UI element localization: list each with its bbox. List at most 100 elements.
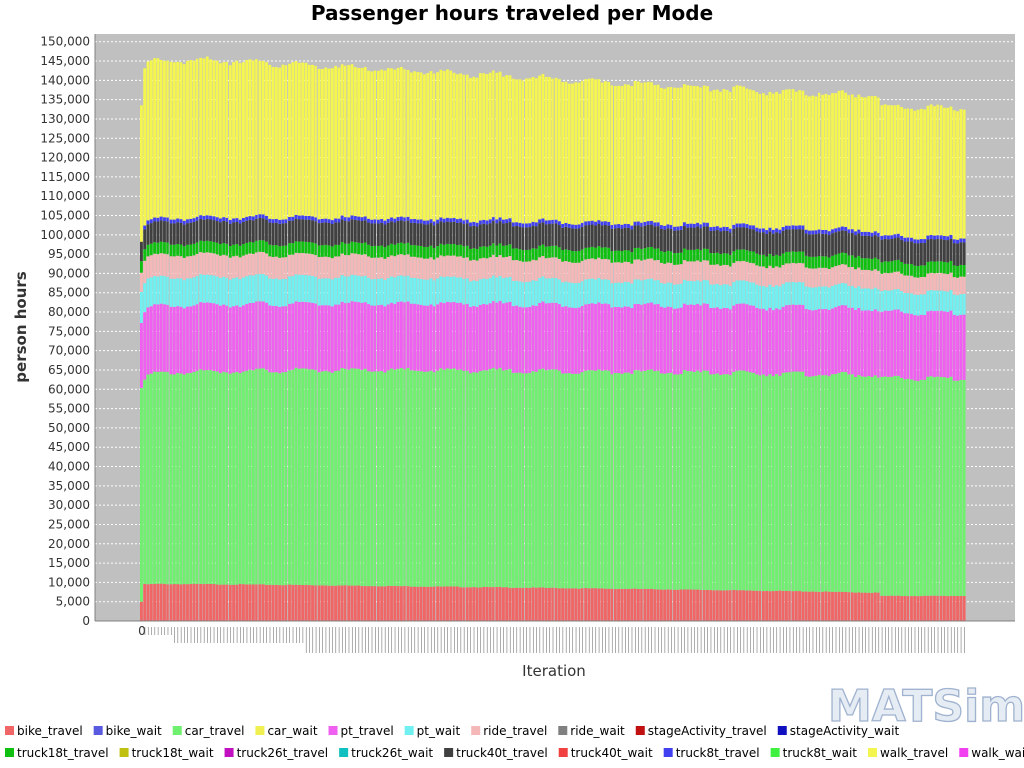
bar-segment bbox=[781, 264, 785, 284]
bar-segment bbox=[692, 304, 696, 372]
bar-segment bbox=[850, 255, 854, 267]
bar-segment bbox=[933, 261, 936, 274]
bar-segment bbox=[604, 81, 607, 222]
y-tick-label: 90,000 bbox=[48, 266, 90, 280]
bar-segment bbox=[594, 79, 597, 222]
bar-segment bbox=[962, 265, 966, 277]
bar-segment bbox=[478, 258, 482, 280]
bar-segment bbox=[176, 222, 180, 245]
bar-segment bbox=[307, 64, 311, 216]
bar-segment bbox=[561, 373, 565, 589]
bar-segment bbox=[650, 220, 653, 225]
bar-segment bbox=[478, 246, 482, 259]
bar-segment bbox=[834, 266, 838, 285]
bar-segment bbox=[485, 258, 489, 280]
bar-segment bbox=[482, 73, 486, 220]
bar-segment bbox=[814, 287, 818, 310]
bar-segment bbox=[952, 380, 956, 596]
bar-segment bbox=[353, 242, 357, 254]
bar-segment bbox=[215, 60, 219, 218]
bar-segment bbox=[610, 262, 613, 284]
bar-segment bbox=[176, 255, 180, 279]
bar-segment bbox=[452, 221, 456, 244]
bar-segment bbox=[202, 252, 206, 275]
bar-segment bbox=[498, 71, 502, 218]
bar-segment bbox=[163, 253, 166, 277]
bar-segment bbox=[488, 587, 492, 621]
bar-segment bbox=[518, 249, 522, 261]
bar-segment bbox=[738, 261, 742, 281]
bar-segment bbox=[357, 216, 361, 221]
bar-segment bbox=[416, 219, 420, 224]
bar-segment bbox=[429, 71, 433, 220]
bar-segment bbox=[271, 67, 275, 220]
bar-segment bbox=[304, 215, 308, 220]
bar-segment bbox=[311, 220, 314, 243]
bar-segment bbox=[179, 244, 183, 257]
bar-segment bbox=[442, 586, 446, 621]
bar-segment bbox=[146, 256, 150, 279]
legend-swatch bbox=[558, 726, 568, 735]
bar-segment bbox=[274, 222, 278, 246]
bar-segment bbox=[653, 371, 657, 590]
bar-segment bbox=[574, 228, 578, 252]
bar-segment bbox=[291, 369, 295, 585]
bar-segment bbox=[390, 255, 393, 277]
y-tick-label: 15,000 bbox=[48, 556, 90, 570]
bar-segment bbox=[390, 586, 393, 621]
bar-segment bbox=[939, 310, 943, 377]
bar-segment bbox=[492, 367, 495, 588]
bar-segment bbox=[284, 585, 288, 621]
bar-segment bbox=[176, 373, 180, 585]
bar-segment bbox=[748, 262, 752, 283]
bar-segment bbox=[327, 245, 331, 258]
bar-segment bbox=[538, 75, 542, 220]
bar-segment bbox=[798, 281, 802, 305]
bar-segment bbox=[768, 265, 772, 285]
bar-segment bbox=[215, 584, 219, 621]
y-tick-label: 25,000 bbox=[48, 517, 90, 531]
bar-segment bbox=[192, 60, 196, 219]
bar-segment bbox=[202, 219, 206, 242]
bar-segment bbox=[232, 372, 235, 585]
bar-segment bbox=[936, 104, 939, 236]
bar-segment bbox=[370, 371, 374, 587]
y-tick-label: 125,000 bbox=[40, 131, 90, 145]
bar-segment bbox=[396, 254, 400, 276]
bar-segment bbox=[752, 229, 755, 252]
bar-segment bbox=[363, 216, 367, 221]
bar-segment bbox=[854, 309, 857, 378]
bar-segment bbox=[633, 221, 637, 226]
bar-segment bbox=[666, 87, 670, 225]
bar-segment bbox=[350, 585, 354, 621]
bar-segment bbox=[156, 371, 160, 584]
bar-segment bbox=[541, 222, 545, 245]
bar-segment bbox=[916, 381, 920, 597]
bar-segment bbox=[179, 306, 183, 374]
bar-segment bbox=[936, 595, 939, 621]
legend-entry: car_wait bbox=[267, 724, 317, 738]
bar-segment bbox=[373, 223, 377, 246]
bar-segment bbox=[923, 242, 927, 266]
bar-segment bbox=[557, 247, 561, 259]
bar-segment bbox=[765, 376, 769, 591]
bar-segment bbox=[439, 255, 443, 277]
bar-segment bbox=[613, 589, 617, 621]
bar-segment bbox=[817, 374, 821, 592]
bar-segment bbox=[702, 85, 706, 223]
bar-segment bbox=[169, 584, 173, 621]
y-tick-label: 10,000 bbox=[48, 575, 90, 589]
bar-segment bbox=[748, 372, 752, 591]
legend-entry: bike_travel bbox=[17, 724, 83, 738]
bar-segment bbox=[409, 219, 413, 223]
bar-segment bbox=[887, 290, 890, 311]
legend-swatch bbox=[5, 748, 14, 757]
bar-segment bbox=[432, 586, 436, 621]
bar-segment bbox=[258, 251, 262, 274]
bar-segment bbox=[653, 85, 657, 223]
bar-segment bbox=[706, 222, 709, 227]
bar-segment bbox=[939, 290, 943, 311]
bar-segment bbox=[725, 590, 729, 621]
bar-segment bbox=[423, 305, 426, 372]
bar-segment bbox=[215, 221, 219, 243]
